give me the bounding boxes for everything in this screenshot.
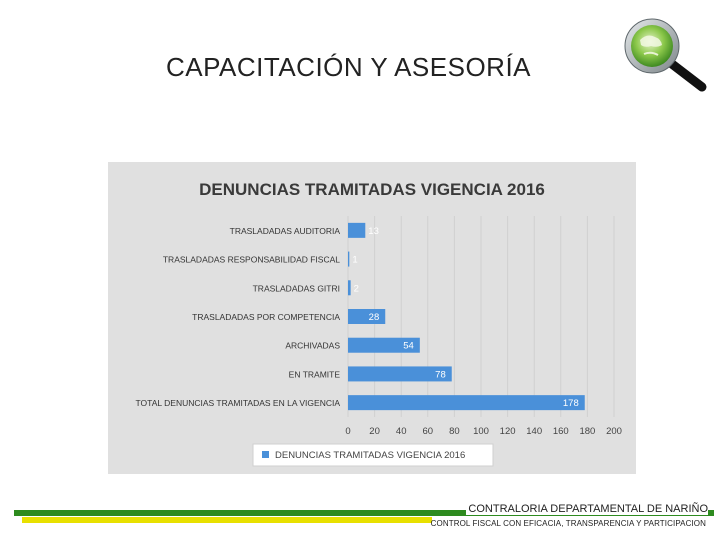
x-tick-label: 80 xyxy=(449,426,460,437)
data-label: 2 xyxy=(354,283,359,294)
data-label: 13 xyxy=(368,226,379,237)
category-label: TRASLADADAS GITRI xyxy=(253,283,340,293)
x-tick-label: 0 xyxy=(345,426,350,437)
category-label: TRASLADADAS RESPONSABILIDAD FISCAL xyxy=(163,255,340,265)
bar xyxy=(348,309,386,324)
x-tick-label: 140 xyxy=(526,426,542,437)
footer-bar-green xyxy=(14,510,714,516)
bar xyxy=(348,366,452,382)
chart-title: DENUNCIAS TRAMITADAS VIGENCIA 2016 xyxy=(199,180,545,199)
x-tick-label: 100 xyxy=(473,426,489,437)
bar xyxy=(348,337,420,353)
data-label: 54 xyxy=(403,341,414,352)
category-label: EN TRAMITE xyxy=(289,369,341,379)
x-tick-label: 160 xyxy=(553,426,569,437)
x-tick-label: 20 xyxy=(369,426,380,437)
logo xyxy=(614,14,710,94)
footer-tagline: CONTROL FISCAL CON EFICACIA, TRANSPARENC… xyxy=(430,519,706,528)
data-label: 178 xyxy=(563,398,579,409)
bar xyxy=(348,222,366,238)
footer-bar-yellow xyxy=(22,517,432,523)
bar xyxy=(348,251,350,267)
legend-box xyxy=(252,443,494,467)
category-label: TRASLADADAS POR COMPETENCIA xyxy=(192,312,340,322)
data-label: 28 xyxy=(369,312,380,323)
data-label: 78 xyxy=(435,369,446,380)
legend-swatch xyxy=(262,451,269,458)
slide-title: CAPACITACIÓN Y ASESORÍA xyxy=(166,52,532,82)
x-tick-label: 180 xyxy=(579,426,595,437)
bar xyxy=(348,395,585,411)
legend-label: DENUNCIAS TRAMITADAS VIGENCIA 2016 xyxy=(275,450,465,461)
magnifier-globe-icon xyxy=(624,18,707,92)
x-tick-label: 60 xyxy=(423,426,434,437)
data-label: 1 xyxy=(352,255,357,266)
category-label: ARCHIVADAS xyxy=(285,341,340,351)
chart: DENUNCIAS TRAMITADAS VIGENCIA 2016 0 20 40 6… xyxy=(108,162,636,474)
bar-chart: DENUNCIAS TRAMITADAS VIGENCIA 2016 0 20 40 6… xyxy=(108,162,636,474)
x-tick-label: 120 xyxy=(500,426,516,437)
footer-organization: CONTRALORIA DEPARTAMENTAL DE NARIÑO xyxy=(466,503,708,515)
x-tick-label: 40 xyxy=(396,426,407,437)
bar xyxy=(348,280,351,296)
category-label: TOTAL DENUNCIAS TRAMITADAS EN LA VIGENCI… xyxy=(135,398,340,408)
category-label: TRASLADADAS AUDITORIA xyxy=(230,226,341,236)
x-tick-label: 200 xyxy=(606,426,622,437)
